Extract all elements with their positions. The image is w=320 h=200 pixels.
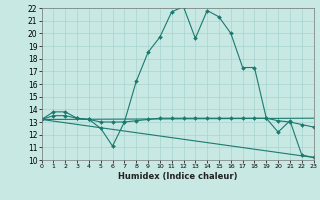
X-axis label: Humidex (Indice chaleur): Humidex (Indice chaleur) [118, 172, 237, 181]
